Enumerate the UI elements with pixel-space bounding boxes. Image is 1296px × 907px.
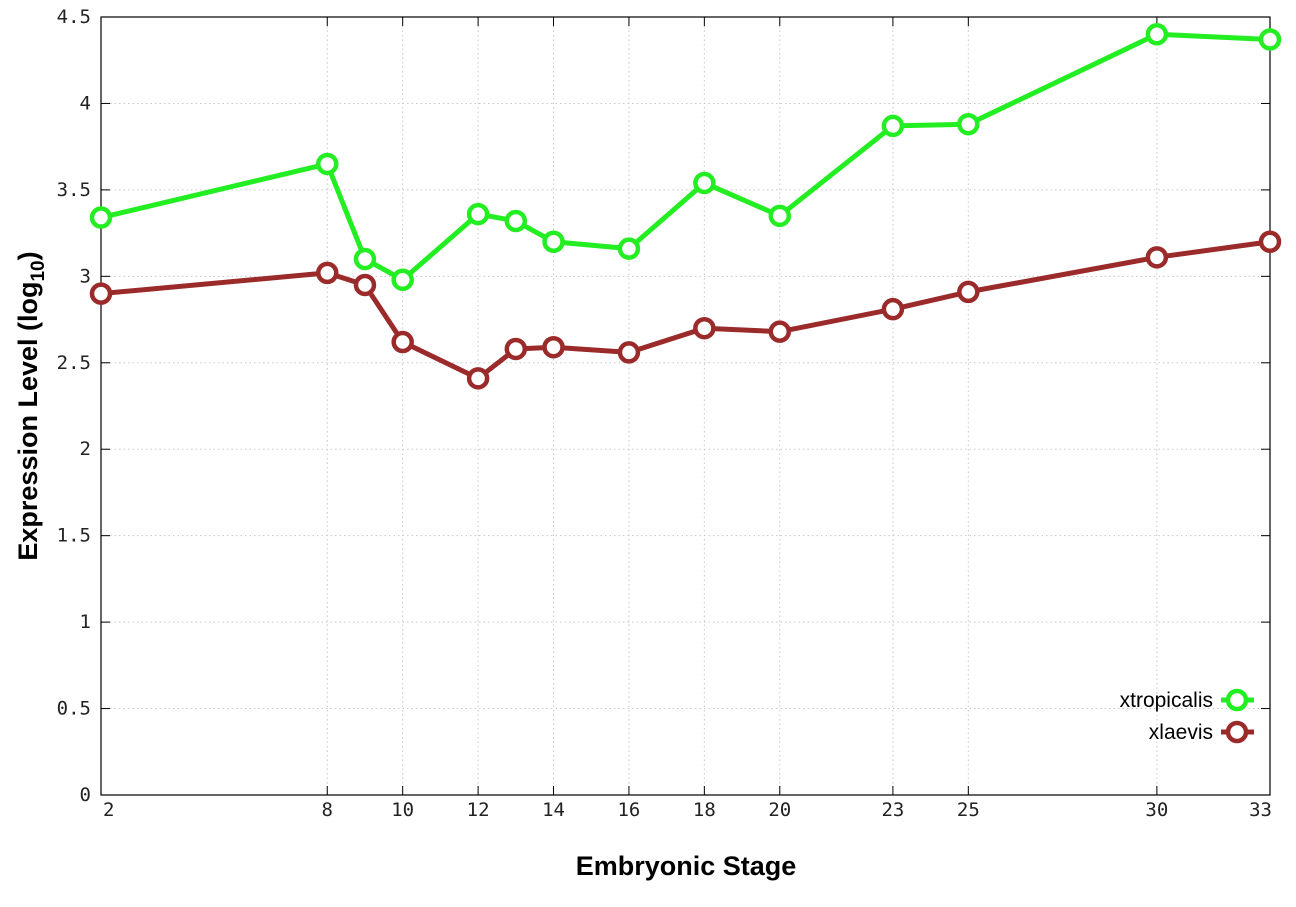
x-tick-label: 10 bbox=[391, 799, 414, 821]
data-point bbox=[542, 230, 565, 254]
data-point bbox=[768, 204, 792, 228]
y-axis-title: Expression Level (log10) bbox=[13, 251, 49, 560]
data-point bbox=[1258, 230, 1282, 254]
data-point bbox=[617, 237, 641, 260]
series-line-xlaevis bbox=[100, 239, 1271, 381]
data-point bbox=[466, 367, 490, 390]
data-point bbox=[693, 171, 716, 195]
data-point bbox=[316, 261, 339, 285]
y-tick-label: 4.5 bbox=[57, 6, 91, 28]
data-point bbox=[1145, 246, 1169, 269]
legend-marker bbox=[1225, 688, 1249, 712]
x-tick-label: 14 bbox=[542, 799, 565, 821]
x-tick-label: 12 bbox=[467, 799, 490, 821]
data-point bbox=[1145, 23, 1169, 46]
y-tick-label: 0.5 bbox=[57, 698, 91, 720]
data-point bbox=[89, 282, 113, 305]
x-tick-label: 33 bbox=[1249, 799, 1272, 821]
data-point bbox=[957, 112, 980, 136]
y-tick-label: 3 bbox=[80, 265, 91, 287]
x-tick-label: 18 bbox=[693, 799, 716, 821]
y-tick-label: 2.5 bbox=[57, 352, 91, 374]
y-tick-label: 3.5 bbox=[57, 179, 91, 201]
data-point bbox=[957, 280, 980, 304]
data-point bbox=[693, 316, 716, 340]
data-point bbox=[1258, 28, 1282, 51]
data-point bbox=[353, 273, 377, 297]
data-point bbox=[542, 335, 565, 359]
series-xlaevis bbox=[89, 230, 1282, 390]
plot-frame bbox=[100, 16, 1271, 796]
y-tick-label: 4 bbox=[80, 92, 91, 114]
x-tick-label: 25 bbox=[957, 799, 980, 821]
y-axis-title-main: Expression Level (log bbox=[13, 282, 43, 561]
data-point bbox=[881, 297, 905, 321]
y-axis-title-close: ) bbox=[13, 251, 43, 260]
data-point bbox=[391, 330, 414, 354]
x-tick-label: 30 bbox=[1145, 799, 1168, 821]
series-layer bbox=[89, 23, 1282, 390]
data-point bbox=[391, 268, 414, 292]
legend-marker bbox=[1225, 720, 1249, 744]
x-tick-label: 8 bbox=[322, 799, 333, 821]
grid bbox=[101, 17, 1270, 795]
axis-ticks: 0 0.5 1 1.5 2 2.5 3 3.5 4 4.5 2 8 10 12 14 16 18 20 23 25 30… bbox=[57, 6, 1272, 821]
data-point bbox=[504, 337, 528, 361]
data-point bbox=[617, 341, 641, 364]
x-tick-label: 2 bbox=[103, 799, 114, 821]
x-tick-label: 20 bbox=[768, 799, 791, 821]
y-tick-label: 1 bbox=[80, 611, 91, 633]
data-point bbox=[353, 247, 377, 271]
data-point bbox=[89, 206, 113, 229]
x-axis-title: Embryonic Stage bbox=[576, 851, 797, 881]
y-tick-label: 1.5 bbox=[57, 525, 91, 547]
series-line-xtropicalis bbox=[100, 31, 1271, 283]
legend-label: xlaevis bbox=[1149, 721, 1213, 744]
legend-label: xtropicalis bbox=[1120, 689, 1213, 712]
data-point bbox=[316, 152, 339, 176]
data-point bbox=[768, 320, 792, 343]
y-tick-label: 0 bbox=[80, 784, 91, 806]
series-xtropicalis bbox=[89, 23, 1282, 292]
y-tick-label: 2 bbox=[80, 438, 91, 460]
x-tick-label: 16 bbox=[617, 799, 640, 821]
data-point bbox=[504, 209, 528, 233]
data-point bbox=[466, 202, 490, 226]
y-axis-title-subscript: 10 bbox=[28, 260, 49, 281]
legend: xtropicalis xlaevis bbox=[1120, 688, 1254, 744]
data-point bbox=[881, 114, 905, 138]
x-tick-label: 23 bbox=[881, 799, 904, 821]
